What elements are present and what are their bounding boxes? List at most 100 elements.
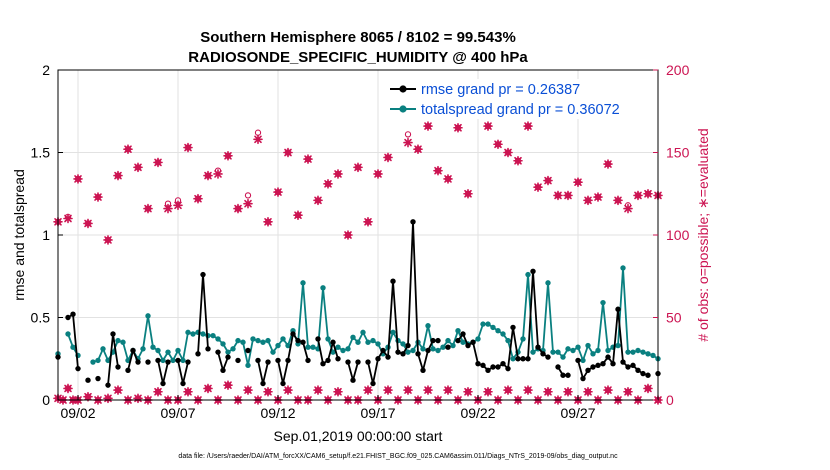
series-totalspread-point	[310, 344, 316, 350]
series-rmse-point	[480, 362, 486, 369]
series-totalspread-point	[585, 342, 591, 349]
series-rmse-point	[505, 365, 511, 372]
series-totalspread-point	[150, 344, 156, 350]
series-rmse-point	[115, 364, 121, 370]
x-tick-label: 09/17	[360, 405, 395, 421]
obs-evaluated-marker	[383, 152, 393, 163]
series-rmse-point	[70, 311, 76, 317]
series-rmse-point	[580, 375, 586, 382]
series-rmse-point	[640, 370, 646, 377]
series-totalspread-point	[120, 339, 126, 345]
obs-evaluated-marker	[593, 192, 603, 202]
series-rmse-point	[385, 354, 391, 360]
series-rmse-point	[245, 347, 251, 354]
obs-evaluated-baseline-marker	[423, 385, 433, 395]
series-totalspread-point	[105, 357, 111, 364]
series-totalspread-point	[400, 341, 406, 347]
series-rmse-point	[325, 357, 331, 364]
series-rmse-point	[470, 339, 476, 345]
y2-tick-label: 150	[666, 145, 690, 161]
series-totalspread-point	[625, 349, 631, 355]
series-totalspread-point	[265, 337, 271, 344]
obs-evaluated-baseline-marker	[183, 386, 193, 397]
series-totalspread-point	[370, 337, 376, 344]
obs-evaluated-marker	[273, 187, 283, 197]
obs-evaluated-baseline-marker	[443, 385, 453, 395]
obs-evaluated-marker	[173, 200, 183, 211]
series-totalspread-point	[100, 346, 106, 352]
obs-evaluated-marker	[643, 188, 653, 199]
x-tick-label: 09/07	[160, 405, 195, 421]
obs-evaluated-marker	[213, 169, 223, 179]
series-rmse-point	[445, 344, 451, 350]
series-rmse-point	[420, 367, 426, 373]
series-totalspread-point	[160, 357, 166, 364]
obs-evaluated-baseline-marker	[643, 383, 653, 394]
obs-evaluated-marker	[283, 147, 293, 158]
y-tick-label: 1	[42, 227, 50, 243]
series-rmse-point	[395, 349, 401, 355]
series-rmse-point	[225, 354, 231, 360]
series-rmse-point	[290, 331, 296, 337]
obs-evaluated-marker	[513, 155, 523, 166]
obs-evaluated-marker	[573, 177, 583, 187]
series-rmse-point	[565, 372, 571, 378]
obs-evaluated-marker	[503, 147, 513, 158]
series-totalspread-point	[410, 347, 416, 354]
series-totalspread-point	[565, 346, 571, 352]
series-rmse-point	[285, 357, 291, 364]
series-rmse-point	[605, 354, 611, 360]
series-totalspread-point	[490, 324, 496, 331]
series-totalspread-point	[435, 347, 441, 354]
x-tick-label: 09/27	[560, 405, 595, 421]
obs-layer	[53, 88, 663, 405]
series-totalspread-point	[560, 354, 566, 360]
obs-evaluated-marker	[373, 169, 383, 179]
series-totalspread-point	[330, 349, 336, 355]
obs-evaluated-marker	[93, 192, 103, 202]
obs-evaluated-marker	[563, 190, 573, 201]
series-rmse-point	[435, 337, 441, 344]
series-totalspread-point	[605, 347, 611, 354]
series-totalspread-point	[305, 344, 311, 350]
series-rmse-point	[635, 367, 641, 373]
chart-subtitle: RADIOSONDE_SPECIFIC_HUMIDITY @ 400 hPa	[188, 49, 528, 66]
series-totalspread-point	[550, 349, 556, 355]
series-rmse-point	[590, 364, 596, 370]
series-rmse-point	[305, 357, 311, 364]
obs-evaluated-marker	[613, 195, 623, 206]
obs-evaluated-baseline-marker	[483, 386, 493, 397]
series-rmse-point	[145, 359, 151, 365]
series-totalspread-point	[480, 321, 486, 327]
series-rmse-point	[260, 380, 266, 387]
series-totalspread-point	[595, 347, 601, 354]
obs-evaluated-baseline-marker	[583, 386, 593, 397]
series-totalspread-point	[245, 362, 251, 369]
series-rmse-point	[335, 356, 341, 362]
series-rmse-point	[455, 337, 461, 344]
series-rmse-point	[575, 357, 581, 364]
series-rmse-point	[200, 271, 206, 278]
series-totalspread-point	[555, 349, 561, 355]
series-rmse-point	[195, 351, 201, 357]
series-totalspread-point	[145, 313, 151, 319]
series-totalspread-point	[155, 347, 161, 354]
series-rmse-point	[180, 380, 186, 387]
series-totalspread-point	[455, 328, 461, 334]
series-totalspread-point	[350, 334, 356, 340]
series-totalspread-point	[460, 339, 466, 345]
series-rmse-point	[540, 351, 546, 357]
series-totalspread-point	[140, 346, 146, 352]
obs-evaluated-marker	[483, 121, 493, 131]
series-totalspread-point	[240, 339, 246, 345]
obs-evaluated-marker	[153, 157, 163, 168]
series-totalspread-point	[580, 357, 586, 364]
series-totalspread-point	[510, 356, 516, 362]
obs-evaluated-marker	[63, 213, 73, 224]
series-rmse-point	[255, 357, 261, 364]
obs-possible-marker	[244, 192, 252, 199]
obs-evaluated-baseline-marker	[523, 385, 533, 395]
x-tick-label: 09/02	[60, 405, 95, 421]
obs-evaluated-marker	[303, 154, 313, 164]
series-rmse-point	[615, 306, 621, 312]
